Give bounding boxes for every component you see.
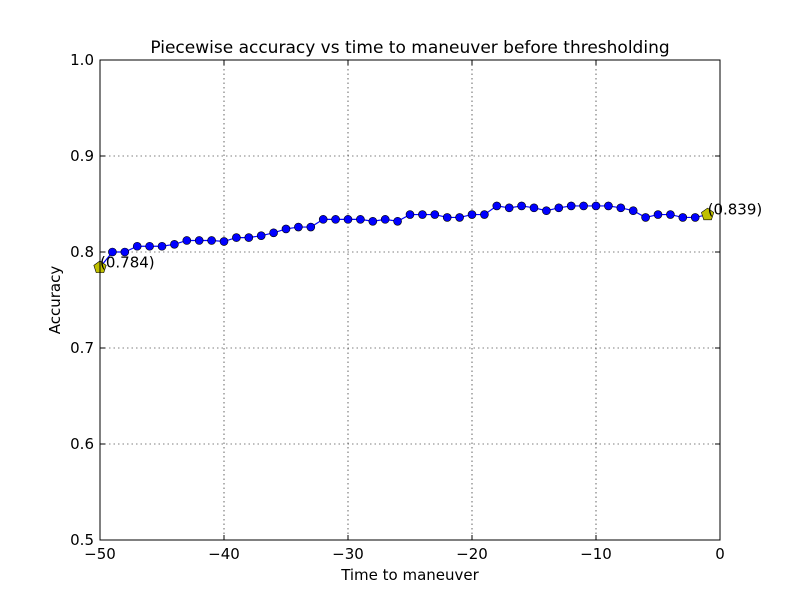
- data-point: [467, 210, 477, 219]
- data-point: [182, 236, 192, 245]
- y-tick-label: 0.6: [70, 435, 94, 453]
- data-point: [306, 222, 316, 232]
- x-tick-label: −10: [580, 545, 612, 563]
- data-point: [517, 201, 526, 211]
- data-point: [368, 216, 378, 226]
- data-point: [442, 213, 452, 222]
- data-point: [331, 215, 340, 224]
- data-point: [145, 241, 154, 251]
- axis-ticks: −50 −40 −30 −20 −10 0 0.5 0.6 0.7 0.8 0.9 1.0: [70, 51, 725, 563]
- data-point: [616, 203, 626, 213]
- data-point: [455, 213, 464, 222]
- data-point: [269, 228, 278, 238]
- x-tick-label: 0: [715, 545, 725, 563]
- data-point: [294, 222, 303, 232]
- highlight-layer: (0.784) (0.839): [93, 201, 763, 273]
- x-tick-label: −30: [332, 545, 364, 563]
- y-axis-label: Accuracy: [46, 266, 64, 335]
- data-point: [418, 210, 427, 219]
- data-point: [690, 213, 700, 222]
- data-point: [281, 224, 291, 234]
- y-tick-label: 1.0: [70, 51, 94, 69]
- data-point: [591, 201, 601, 211]
- data-point: [604, 201, 613, 211]
- data-point: [566, 201, 576, 211]
- data-point: [628, 206, 638, 216]
- series-layer: [95, 201, 712, 272]
- data-point: [232, 233, 241, 242]
- series-line: [99, 205, 708, 268]
- y-tick-label: 0.9: [70, 147, 94, 165]
- data-point: [256, 231, 266, 240]
- data-point: [653, 210, 663, 219]
- x-tick-label: −20: [456, 545, 488, 563]
- highlight-marker: [701, 207, 715, 221]
- data-point: [666, 210, 675, 219]
- data-point: [641, 213, 650, 222]
- data-point: [157, 241, 167, 251]
- data-point: [405, 210, 415, 219]
- data-point: [108, 247, 117, 257]
- x-tick-label: −50: [84, 545, 116, 563]
- data-point: [480, 210, 489, 219]
- data-point: [430, 210, 440, 219]
- data-point: [678, 213, 688, 222]
- highlight-label: (0.784): [100, 253, 155, 271]
- y-tick-label: 0.8: [70, 243, 94, 261]
- data-point: [219, 237, 229, 246]
- data-point: [194, 236, 204, 245]
- data-point: [554, 203, 564, 213]
- x-tick-label: −40: [208, 545, 240, 563]
- highlight-label: (0.839): [708, 201, 763, 219]
- y-tick-label: 0.5: [70, 531, 94, 549]
- data-point: [170, 240, 179, 249]
- y-tick-label: 0.7: [70, 339, 94, 357]
- plot-frame: [99, 59, 721, 541]
- data-point: [244, 233, 254, 242]
- data-point: [132, 241, 142, 251]
- data-point: [207, 236, 216, 245]
- data-point: [380, 215, 390, 224]
- data-point: [120, 247, 130, 257]
- x-axis-label: Time to maneuver: [340, 566, 479, 584]
- data-point: [504, 203, 514, 213]
- data-point: [492, 201, 502, 211]
- data-point: [318, 215, 328, 224]
- chart-title: Piecewise accuracy vs time to maneuver b…: [150, 38, 669, 58]
- grid-lines: [99, 59, 721, 541]
- data-point: [542, 206, 551, 216]
- data-point: [393, 216, 402, 226]
- data-point: [356, 215, 365, 224]
- data-point: [529, 203, 539, 213]
- data-point: [343, 215, 353, 224]
- data-point: [579, 201, 588, 211]
